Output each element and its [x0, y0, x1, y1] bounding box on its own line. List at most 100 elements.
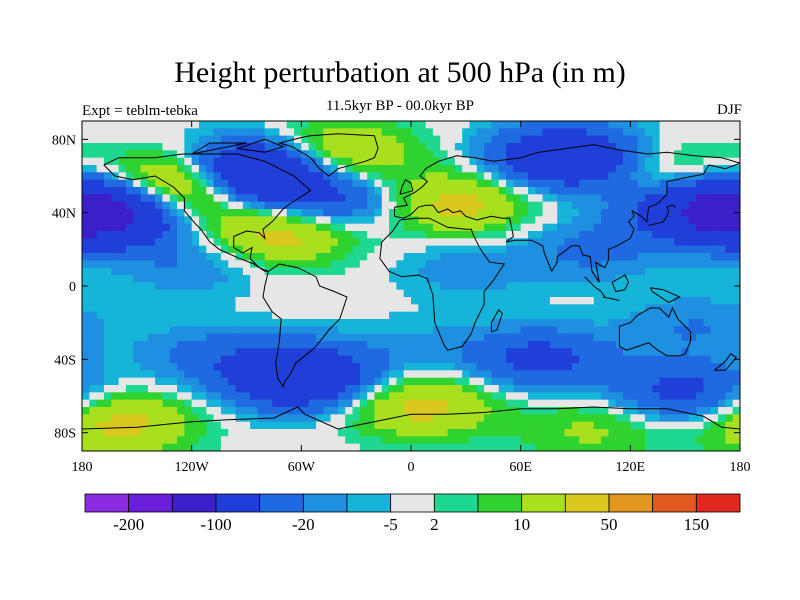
field-cell	[520, 223, 529, 232]
field-cell	[498, 157, 507, 166]
field-cell	[250, 165, 258, 173]
field-cell	[608, 355, 617, 364]
field-cell	[564, 304, 573, 313]
field-cell	[235, 194, 244, 203]
field-cell	[257, 121, 266, 129]
field-cell	[125, 260, 134, 269]
field-cell	[498, 377, 507, 386]
field-cell	[301, 187, 310, 195]
field-cell	[279, 370, 288, 379]
field-cell	[133, 348, 141, 357]
field-cell	[586, 407, 595, 415]
field-cell	[396, 377, 405, 386]
field-cell	[564, 363, 573, 371]
field-cell	[710, 267, 719, 276]
field-cell	[520, 377, 529, 386]
field-cell	[396, 421, 405, 430]
field-cell	[155, 436, 163, 445]
field-cell	[418, 392, 427, 401]
field-cell	[623, 304, 631, 313]
field-cell	[250, 341, 258, 349]
field-cell	[191, 385, 200, 393]
field-cell	[593, 443, 602, 451]
field-cell	[484, 231, 492, 239]
field-cell	[440, 260, 448, 269]
field-cell	[579, 297, 587, 305]
field-cell	[593, 319, 602, 327]
field-cell	[308, 370, 317, 379]
field-cell	[294, 172, 302, 181]
field-cell	[82, 333, 90, 342]
field-cell	[198, 326, 207, 335]
field-cell	[308, 223, 317, 232]
field-cell	[250, 333, 258, 342]
field-cell	[125, 179, 134, 188]
field-cell	[301, 289, 310, 298]
field-cell	[323, 245, 331, 254]
field-cell	[162, 187, 171, 195]
field-cell	[586, 121, 595, 129]
field-cell	[498, 326, 507, 335]
field-cell	[257, 355, 266, 364]
field-cell	[608, 143, 617, 151]
field-cell	[462, 260, 470, 269]
field-cell	[286, 267, 295, 276]
field-cell	[381, 223, 390, 232]
field-cell	[359, 135, 368, 144]
field-cell	[432, 436, 441, 445]
field-cell	[242, 326, 251, 335]
field-cell	[191, 194, 200, 203]
field-cell	[323, 399, 331, 408]
field-cell	[147, 121, 156, 129]
field-cell	[491, 172, 500, 181]
field-cell	[381, 157, 390, 166]
field-cell	[264, 341, 273, 349]
field-cell	[674, 253, 682, 261]
field-cell	[652, 399, 660, 408]
field-cell	[527, 407, 536, 415]
field-cell	[710, 128, 719, 137]
field-cell	[462, 392, 470, 401]
field-cell	[637, 267, 646, 276]
field-cell	[169, 443, 178, 451]
field-cell	[630, 201, 639, 210]
field-cell	[198, 392, 207, 401]
field-cell	[593, 311, 602, 320]
field-cell	[330, 414, 339, 423]
field-cell	[367, 201, 375, 210]
field-cell	[374, 399, 383, 408]
field-cell	[718, 267, 726, 276]
field-cell	[411, 231, 419, 239]
field-cell	[235, 135, 244, 144]
field-cell	[396, 429, 405, 437]
field-cell	[462, 267, 470, 276]
field-cell	[688, 385, 697, 393]
field-cell	[323, 194, 331, 203]
field-cell	[637, 355, 646, 364]
period-label: 11.5kyr BP - 00.0kyr BP	[325, 98, 475, 114]
field-cell	[491, 304, 500, 313]
field-cell	[381, 275, 390, 283]
field-cell	[732, 304, 740, 313]
field-cell	[644, 341, 653, 349]
field-cell	[235, 157, 244, 166]
field-cell	[623, 399, 631, 408]
field-cell	[652, 135, 660, 144]
field-cell	[155, 392, 163, 401]
field-cell	[484, 121, 492, 129]
field-cell	[403, 355, 412, 364]
field-cell	[147, 414, 156, 423]
field-cell	[169, 407, 178, 415]
field-cell	[644, 238, 653, 247]
field-cell	[454, 128, 463, 137]
field-cell	[593, 172, 602, 181]
field-cell	[177, 201, 185, 210]
field-cell	[615, 275, 624, 283]
field-cell	[96, 253, 105, 261]
field-cell	[411, 333, 419, 342]
field-cell	[337, 231, 346, 239]
field-cell	[462, 304, 470, 313]
field-cell	[425, 304, 434, 313]
field-cell	[549, 392, 558, 401]
